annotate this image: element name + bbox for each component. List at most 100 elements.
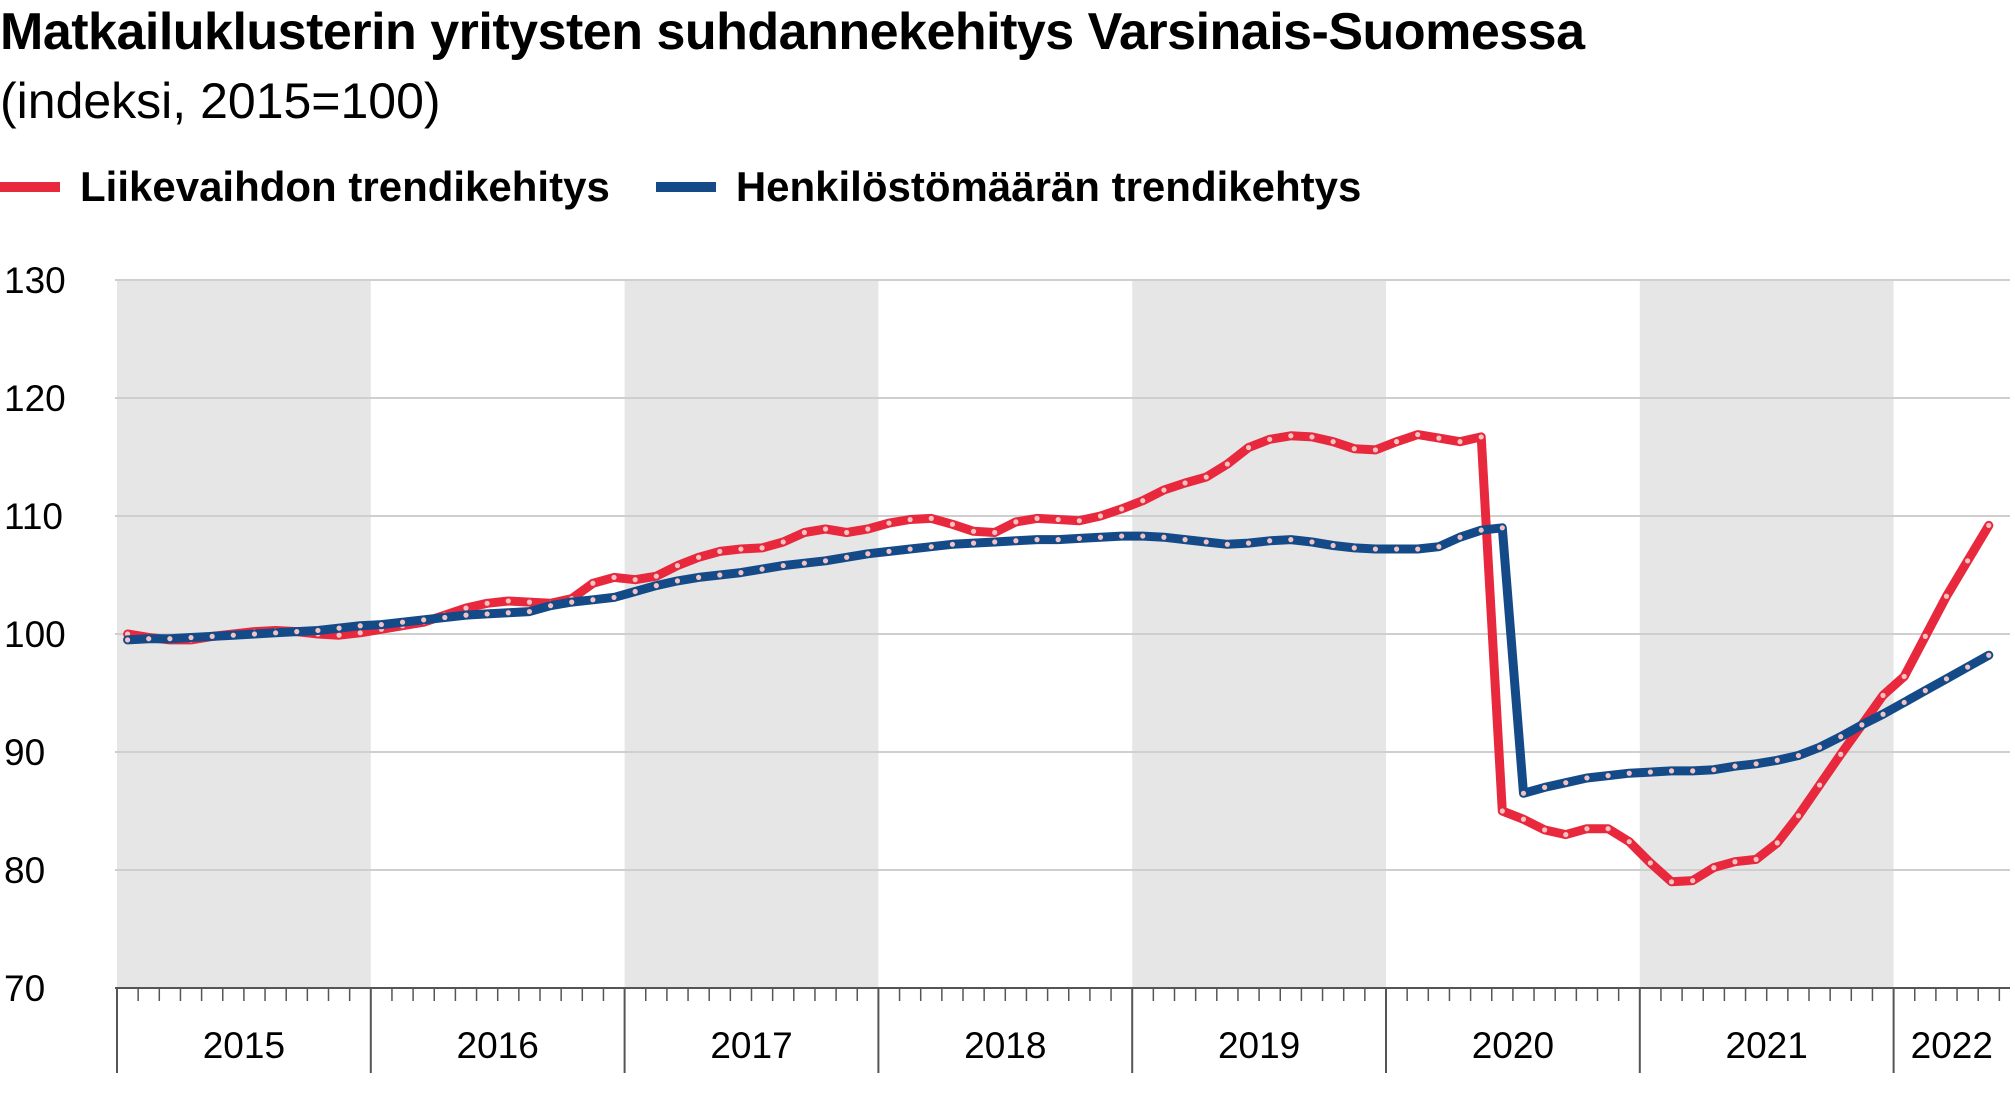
legend-item-henkilosto: Henkilöstömäärän trendikehtys <box>655 163 1362 211</box>
data-point-0-79 <box>1795 813 1802 819</box>
x-tick-label-2015: 2015 <box>203 1025 285 1066</box>
legend-swatch-red <box>0 182 60 192</box>
data-point-1-30 <box>759 566 765 572</box>
legend-label-henkilosto: Henkilöstömäärän trendikehtys <box>735 163 1362 210</box>
y-tick-label-110: 110 <box>4 496 63 537</box>
data-point-1-55 <box>1288 537 1294 543</box>
data-point-1-19 <box>526 608 533 615</box>
data-point-1-34 <box>844 554 850 560</box>
data-point-1-10 <box>336 625 342 631</box>
data-point-0-23 <box>611 574 617 580</box>
data-point-0-28 <box>717 548 723 555</box>
data-point-0-34 <box>844 529 850 536</box>
data-point-1-26 <box>674 578 681 584</box>
data-point-0-47 <box>1119 506 1125 512</box>
data-point-1-60 <box>1393 546 1400 552</box>
y-tick-label-130: 130 <box>4 260 66 301</box>
data-point-0-25 <box>653 573 659 579</box>
data-point-0-41 <box>992 529 998 536</box>
data-point-1-85 <box>1922 688 1928 694</box>
data-point-0-36 <box>886 520 892 526</box>
data-point-0-33 <box>822 526 829 532</box>
data-point-0-62 <box>1436 435 1442 441</box>
data-point-0-86 <box>1943 593 1950 599</box>
data-point-1-0 <box>124 637 131 643</box>
data-point-0-17 <box>484 600 490 606</box>
x-axis-labels: 2015 2016 2017 2018 2019 2020 2021 2022 <box>203 1025 1993 1066</box>
data-point-1-33 <box>822 558 829 564</box>
data-point-0-67 <box>1542 827 1548 833</box>
data-point-1-83 <box>1880 711 1886 717</box>
data-point-0-75 <box>1711 865 1717 871</box>
data-point-1-56 <box>1309 539 1315 545</box>
legend: Liikevaihdon trendikehitys Henkilöstömää… <box>0 162 1407 212</box>
data-point-1-79 <box>1795 752 1802 759</box>
data-point-0-26 <box>674 562 681 569</box>
data-point-1-45 <box>1076 535 1082 542</box>
data-point-0-45 <box>1076 518 1082 524</box>
data-point-1-86 <box>1943 676 1950 682</box>
data-point-0-22 <box>590 580 596 586</box>
data-point-1-38 <box>928 544 934 550</box>
data-point-0-61 <box>1415 431 1421 438</box>
data-point-1-75 <box>1711 767 1717 773</box>
data-point-1-49 <box>1161 534 1167 540</box>
data-point-1-71 <box>1626 770 1632 776</box>
x-tick-label-2018: 2018 <box>964 1025 1046 1066</box>
data-point-1-43 <box>1034 537 1040 543</box>
data-point-0-71 <box>1626 839 1632 845</box>
data-point-0-48 <box>1140 498 1146 504</box>
data-point-0-53 <box>1245 444 1252 451</box>
data-point-1-22 <box>590 597 596 603</box>
data-point-0-81 <box>1838 751 1844 757</box>
data-point-1-12 <box>378 621 384 628</box>
data-point-1-29 <box>738 570 744 576</box>
x-tick-label-2021: 2021 <box>1726 1025 1808 1066</box>
data-point-1-40 <box>970 540 977 546</box>
y-axis-labels: 70 80 90 100 110 120 130 <box>4 260 66 1009</box>
data-point-1-76 <box>1732 763 1738 769</box>
data-point-0-65 <box>1499 808 1505 814</box>
data-point-1-66 <box>1520 790 1527 796</box>
data-point-1-6 <box>251 631 258 637</box>
gridlines <box>115 279 2010 871</box>
data-point-1-81 <box>1838 734 1844 740</box>
data-point-0-46 <box>1097 513 1104 519</box>
data-point-0-56 <box>1309 434 1315 440</box>
data-point-1-42 <box>1013 538 1019 544</box>
data-point-0-52 <box>1224 461 1230 467</box>
chart-title: Matkailuklusterin yritysten suhdannekehi… <box>0 3 1585 61</box>
data-point-1-67 <box>1542 784 1548 791</box>
data-point-1-68 <box>1563 780 1569 786</box>
data-point-1-20 <box>547 603 554 609</box>
data-point-1-88 <box>1986 652 1992 658</box>
data-point-1-50 <box>1182 537 1188 543</box>
data-point-0-29 <box>738 546 744 552</box>
data-point-1-57 <box>1330 542 1336 549</box>
data-point-1-25 <box>653 583 659 589</box>
y-tick-label-100: 100 <box>4 614 66 655</box>
data-point-0-87 <box>1965 558 1971 564</box>
data-point-1-9 <box>315 627 321 634</box>
data-point-1-4 <box>209 633 215 639</box>
data-point-0-63 <box>1457 439 1463 445</box>
data-point-1-87 <box>1965 664 1971 670</box>
x-axis <box>115 987 2010 1073</box>
data-point-1-7 <box>273 630 279 636</box>
y-tick-label-90: 90 <box>4 732 45 773</box>
data-point-1-70 <box>1605 773 1611 779</box>
data-point-0-24 <box>632 577 638 583</box>
data-point-1-27 <box>696 574 702 580</box>
data-point-1-5 <box>230 632 236 638</box>
data-point-1-78 <box>1774 757 1780 763</box>
data-point-0-84 <box>1901 673 1907 680</box>
data-point-1-63 <box>1457 534 1463 540</box>
data-point-1-44 <box>1055 537 1061 543</box>
data-point-1-62 <box>1436 544 1442 550</box>
data-point-0-11 <box>357 630 363 636</box>
data-point-0-80 <box>1816 782 1823 788</box>
data-point-1-23 <box>611 594 617 601</box>
data-point-0-64 <box>1478 434 1484 440</box>
data-point-0-35 <box>865 526 871 532</box>
